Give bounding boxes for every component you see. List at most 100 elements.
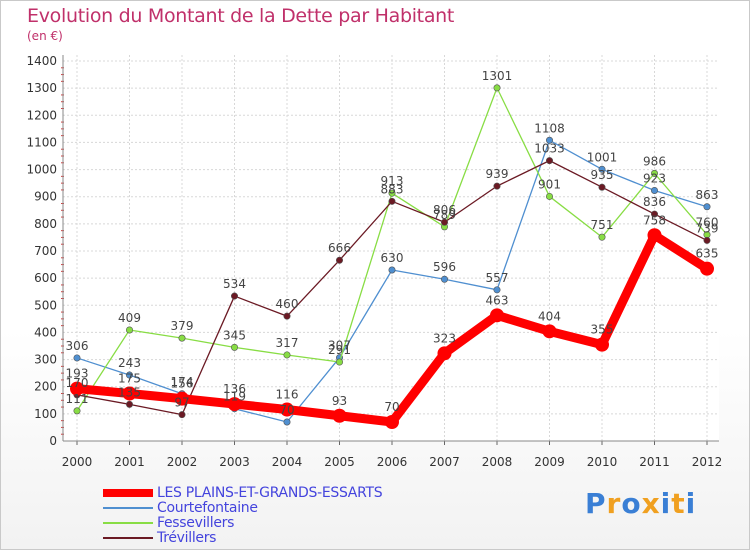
brand-letter: o — [621, 487, 642, 520]
data-label-0: 404 — [538, 309, 561, 323]
series-point-2 — [493, 84, 501, 92]
series-point-0 — [122, 386, 137, 401]
data-label-3: 460 — [276, 297, 299, 311]
x-tick-label: 2004 — [272, 455, 303, 469]
data-label-2: 291 — [328, 343, 351, 357]
brand-letter: r — [606, 487, 622, 520]
data-label-1: 630 — [381, 251, 404, 265]
data-label-3: 739 — [696, 221, 719, 235]
data-label-3: 1033 — [534, 142, 565, 156]
series-point-3 — [178, 411, 186, 419]
data-label-3: 939 — [486, 167, 509, 181]
series-point-3 — [388, 197, 396, 205]
series-point-0 — [280, 402, 294, 417]
data-label-3: 666 — [328, 241, 351, 255]
y-tick-label: 200 — [34, 380, 57, 394]
data-label-2: 1301 — [482, 69, 513, 83]
legend-swatch — [103, 489, 153, 497]
series-point-0 — [70, 381, 84, 396]
x-tick-label: 2005 — [324, 455, 355, 469]
x-tick-label: 2007 — [429, 455, 460, 469]
y-tick-label: 0 — [49, 434, 57, 448]
series-point-3 — [283, 312, 291, 320]
chart-axes: 0 100 200 300 400 500 600 700 800 900 1000 1100 1200… — [26, 54, 722, 469]
plot-area — [63, 55, 719, 441]
series-point-0 — [700, 261, 714, 276]
y-tick-label: 1100 — [26, 135, 57, 149]
data-label-0: 635 — [696, 247, 719, 261]
series-point-1 — [440, 275, 448, 283]
y-tick-label: 600 — [34, 271, 57, 285]
series-point-1 — [545, 136, 553, 144]
y-tick-label: 500 — [34, 298, 57, 312]
data-label-1: 243 — [118, 356, 141, 370]
series-point-3 — [703, 236, 711, 244]
y-tick-label: 900 — [34, 190, 57, 204]
data-label-3: 935 — [591, 168, 614, 182]
data-label-1: 596 — [433, 260, 456, 274]
series-point-1 — [126, 371, 134, 379]
series-point-0 — [227, 397, 242, 412]
data-label-2: 760 — [696, 216, 719, 230]
data-label-3: 806 — [433, 203, 456, 217]
y-tick-label: 400 — [34, 325, 57, 339]
data-label-0: 136 — [223, 382, 246, 396]
data-label-0: 323 — [433, 331, 456, 345]
data-label-3: 170 — [66, 376, 89, 390]
data-label-0: 355 — [591, 323, 614, 337]
data-label-1: 923 — [643, 171, 666, 185]
legend-label: LES PLAINS-ET-GRANDS-ESSARTS — [157, 485, 383, 501]
data-label-0: 193 — [66, 367, 89, 381]
data-label-1: 1108 — [534, 121, 565, 135]
series-point-3 — [231, 292, 239, 300]
series-point-2 — [283, 351, 291, 359]
data-label-2: 913 — [381, 174, 404, 188]
data-label-3: 534 — [223, 277, 246, 291]
series-point-1 — [650, 186, 658, 194]
series-point-1 — [73, 354, 81, 362]
data-label-0: 93 — [332, 394, 347, 408]
data-label-0: 175 — [118, 372, 141, 386]
series-point-2 — [388, 189, 396, 197]
x-tick-label: 2000 — [62, 455, 93, 469]
data-label-3: 836 — [643, 195, 666, 209]
y-tick-label: 100 — [34, 407, 57, 421]
series-point-3 — [493, 182, 501, 190]
series-point-2 — [126, 326, 134, 334]
data-label-1: 174 — [171, 375, 194, 389]
y-tick-label: 1200 — [26, 108, 57, 122]
data-label-1: 1001 — [587, 150, 618, 164]
y-tick-label: 300 — [34, 353, 57, 367]
series-point-2 — [598, 233, 606, 241]
brand-letter: x — [641, 487, 661, 520]
data-label-0: 156 — [171, 377, 194, 391]
data-label-2: 409 — [118, 311, 141, 325]
legend-label: Trévillers — [157, 530, 217, 546]
series-point-1 — [493, 286, 501, 294]
series-point-0 — [437, 346, 452, 361]
data-label-0: 116 — [276, 388, 299, 402]
brand-letter: i — [685, 487, 697, 520]
series-point-1 — [598, 165, 606, 173]
data-label-2: 345 — [223, 328, 246, 342]
series-point-1 — [703, 203, 711, 211]
chart-title: Evolution du Montant de la Dette par Hab… — [27, 5, 455, 27]
x-tick-label: 2001 — [114, 455, 145, 469]
series-point-3 — [335, 256, 343, 264]
brand-letter: i — [660, 487, 672, 520]
series-point-0 — [542, 324, 557, 339]
series-point-0 — [595, 337, 609, 352]
series-point-2 — [178, 334, 186, 342]
series-point-0 — [385, 415, 399, 429]
series-point-3 — [650, 210, 658, 218]
data-label-1: 70 — [279, 403, 294, 417]
data-label-2: 317 — [276, 336, 299, 350]
y-tick-label: 700 — [34, 244, 57, 258]
series-point-0 — [490, 308, 504, 323]
series-point-2 — [73, 407, 81, 415]
data-label-2: 379 — [171, 319, 194, 333]
brand-letter: P — [585, 487, 607, 520]
legend-label: Fessevillers — [157, 515, 235, 531]
series-point-2 — [335, 358, 343, 366]
